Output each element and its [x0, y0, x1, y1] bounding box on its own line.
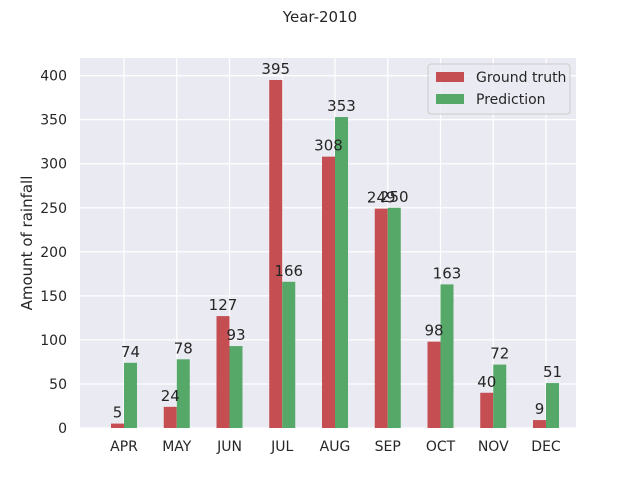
- bar-prediction-oct: [440, 284, 454, 428]
- x-tick-label-nov: NOV: [478, 439, 509, 455]
- bar-prediction-jun: [229, 346, 243, 428]
- x-tick-label-jul: JUL: [270, 439, 293, 455]
- x-tick-label-aug: AUG: [320, 439, 351, 455]
- data-label-prediction-may: 78: [174, 339, 193, 357]
- legend-label-ground-truth: Ground truth: [476, 70, 566, 86]
- x-tick-label-jun: JUN: [216, 439, 242, 455]
- x-tick-label-dec: DEC: [531, 439, 561, 455]
- bar-prediction-jul: [282, 281, 296, 428]
- bar-ground-truth-aug: [322, 156, 335, 428]
- data-label-prediction-oct: 163: [433, 264, 462, 282]
- data-label-prediction-dec: 51: [543, 363, 562, 381]
- x-tick-label-sep: SEP: [375, 439, 401, 455]
- data-label-ground-truth-apr: 5: [113, 404, 123, 422]
- data-label-ground-truth-dec: 9: [535, 400, 545, 418]
- y-tick-label-150: 150: [40, 289, 67, 305]
- bar-prediction-dec: [546, 383, 559, 428]
- legend-label-prediction: Prediction: [476, 92, 546, 108]
- data-label-prediction-aug: 353: [327, 97, 356, 115]
- bar-ground-truth-dec: [533, 420, 546, 428]
- y-tick-label-250: 250: [40, 201, 67, 217]
- data-label-ground-truth-sep: 249: [367, 189, 396, 207]
- bar-ground-truth-nov: [480, 392, 494, 428]
- bar-ground-truth-oct: [427, 341, 441, 428]
- bar-prediction-aug: [335, 117, 348, 429]
- y-tick-label-300: 300: [40, 157, 67, 173]
- x-tick-label-oct: OCT: [426, 439, 456, 455]
- data-label-ground-truth-may: 24: [161, 387, 180, 405]
- chart-title: Year-2010: [282, 8, 357, 26]
- bar-ground-truth-may: [163, 406, 177, 428]
- legend-swatch-ground-truth: [436, 72, 464, 82]
- legend: Ground truth Prediction: [427, 63, 571, 115]
- legend-swatch-prediction: [436, 94, 464, 104]
- y-axis-label: Amount of rainfall: [18, 176, 36, 311]
- data-label-ground-truth-jul: 395: [261, 60, 290, 78]
- bars: [111, 80, 559, 429]
- bar-prediction-apr: [124, 362, 137, 428]
- y-tick-label-0: 0: [58, 421, 67, 437]
- x-tick-label-may: MAY: [162, 439, 192, 455]
- data-label-prediction-jun: 93: [226, 326, 245, 344]
- data-label-ground-truth-jun: 127: [209, 296, 238, 314]
- data-label-prediction-nov: 72: [490, 345, 509, 363]
- bar-ground-truth-sep: [374, 208, 388, 428]
- bar-ground-truth-jul: [269, 80, 283, 429]
- data-label-ground-truth-oct: 98: [424, 322, 443, 340]
- x-tick-label-apr: APR: [110, 439, 138, 455]
- y-tick-label-350: 350: [40, 113, 67, 129]
- y-tick-label-100: 100: [40, 333, 67, 349]
- x-tick-labels: APR MAY JUN JUL AUG SEP OCT NOV DEC: [110, 439, 561, 455]
- bar-ground-truth-jun: [216, 316, 230, 428]
- data-label-prediction-jul: 166: [274, 262, 303, 280]
- bar-ground-truth-apr: [111, 423, 124, 428]
- data-label-ground-truth-nov: 40: [477, 373, 496, 391]
- data-label-prediction-sep: 250: [380, 188, 409, 206]
- y-tick-label-50: 50: [49, 377, 67, 393]
- data-label-prediction-apr: 74: [121, 343, 140, 361]
- bar-prediction-sep: [387, 207, 401, 428]
- bar-prediction-may: [176, 359, 190, 428]
- data-label-ground-truth-aug: 308: [314, 137, 343, 155]
- y-tick-label-200: 200: [40, 245, 67, 261]
- y-tick-labels: 0 50 100 150 200 250 300 350 400: [40, 69, 67, 437]
- data-labels: 5 24 127 395 308 249 98 40 9 74 78 93 166 353 250 163 72…: [113, 60, 562, 422]
- bar-prediction-nov: [493, 364, 507, 428]
- y-tick-label-400: 400: [40, 69, 67, 85]
